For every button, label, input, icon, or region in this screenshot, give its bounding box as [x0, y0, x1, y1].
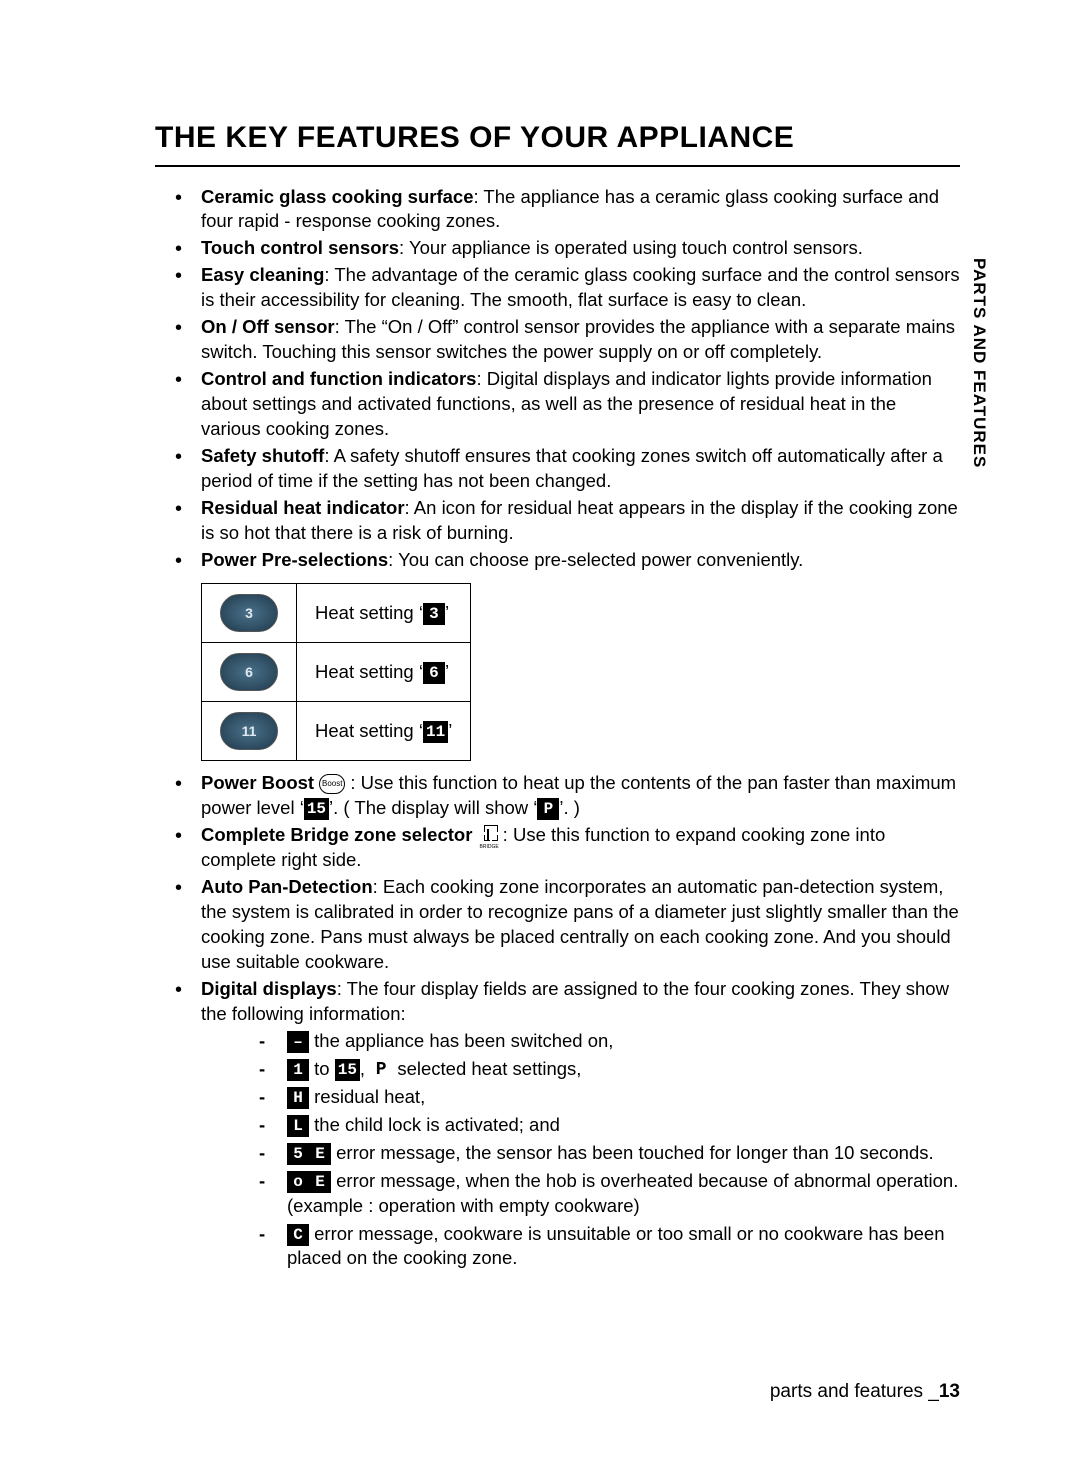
list-item: L the child lock is activated; and — [259, 1113, 960, 1138]
feature-item: Easy cleaning: The advantage of the cera… — [175, 263, 960, 313]
list-item: H residual heat, — [259, 1085, 960, 1110]
feature-item: Power Pre-selections: You can choose pre… — [175, 548, 960, 761]
segment-icon: H — [287, 1087, 309, 1109]
page-title: THE KEY FEATURES OF YOUR APPLIANCE — [155, 118, 960, 167]
preset-button-icon: 11 — [220, 712, 278, 750]
feature-item: On / Off sensor: The “On / Off” control … — [175, 315, 960, 365]
page-footer: parts and features _13 — [770, 1379, 960, 1405]
segment-icon: 15 — [304, 798, 329, 820]
page-number: 13 — [939, 1381, 960, 1402]
segment-icon: – — [287, 1031, 309, 1053]
display-info-list: – the appliance has been switched on, 1 … — [201, 1029, 960, 1272]
feature-item: Control and function indicators: Digital… — [175, 367, 960, 442]
heat-setting-table: 3 Heat setting ‘3’ 6 Heat setting ‘6’ 11… — [201, 583, 471, 761]
feature-label: Easy cleaning — [201, 264, 324, 285]
feature-item: Power Boost Boost : Use this function to… — [175, 771, 960, 821]
footer-section: parts and features _ — [770, 1381, 939, 1402]
table-cell: Heat setting ‘3’ — [297, 584, 471, 643]
section-tab: PARTS AND FEATURES — [967, 258, 990, 468]
feature-label: Residual heat indicator — [201, 497, 405, 518]
bridge-icon: BRIDGE — [478, 825, 498, 847]
feature-text: ’. ( The display will show ‘ — [329, 797, 537, 818]
feature-item: Touch control sensors: Your appliance is… — [175, 236, 960, 261]
feature-label: Power Pre-selections — [201, 549, 388, 570]
feature-item: Complete Bridge zone selector BRIDGE : U… — [175, 823, 960, 873]
segment-icon: 1 — [287, 1059, 309, 1081]
table-row: 11 Heat setting ‘11’ — [202, 702, 471, 761]
feature-label: On / Off sensor — [201, 316, 335, 337]
list-item: oE error message, when the hob is overhe… — [259, 1169, 960, 1219]
feature-label: Safety shutoff — [201, 445, 324, 466]
feature-item: Safety shutoff: A safety shutoff ensures… — [175, 444, 960, 494]
segment-icon: P — [537, 798, 559, 820]
segment-icon: E — [309, 1171, 331, 1193]
feature-label: Control and function indicators — [201, 368, 476, 389]
feature-text: ’. ) — [559, 797, 580, 818]
feature-label: Complete Bridge zone selector — [201, 824, 472, 845]
feature-label: Ceramic glass cooking surface — [201, 186, 473, 207]
feature-text: : You can choose pre-selected power conv… — [388, 549, 803, 570]
feature-label: Power Boost — [201, 772, 314, 793]
feature-label: Digital displays — [201, 978, 337, 999]
segment-icon: 11 — [423, 721, 448, 743]
preset-button-icon: 3 — [220, 594, 278, 632]
feature-item: Residual heat indicator: An icon for res… — [175, 496, 960, 546]
preset-button-icon: 6 — [220, 653, 278, 691]
list-item: 5E error message, the sensor has been to… — [259, 1141, 960, 1166]
list-item: – the appliance has been switched on, — [259, 1029, 960, 1054]
segment-icon: P — [370, 1059, 392, 1081]
segment-icon: C — [287, 1224, 309, 1246]
segment-icon: o — [287, 1171, 309, 1193]
table-cell: Heat setting ‘6’ — [297, 643, 471, 702]
feature-item: Auto Pan-Detection: Each cooking zone in… — [175, 875, 960, 975]
segment-icon: 3 — [423, 603, 445, 625]
feature-list: Ceramic glass cooking surface: The appli… — [155, 185, 960, 1272]
boost-icon: Boost — [319, 774, 345, 794]
table-row: 3 Heat setting ‘3’ — [202, 584, 471, 643]
list-item: C error message, cookware is unsuitable … — [259, 1222, 960, 1272]
table-row: 6 Heat setting ‘6’ — [202, 643, 471, 702]
table-cell: Heat setting ‘11’ — [297, 702, 471, 761]
feature-text: : Your appliance is operated using touch… — [399, 237, 863, 258]
list-item: 1 to 15, P selected heat settings, — [259, 1057, 960, 1082]
segment-icon: 6 — [423, 662, 445, 684]
segment-icon: 5 — [287, 1143, 309, 1165]
feature-item: Ceramic glass cooking surface: The appli… — [175, 185, 960, 235]
segment-icon: E — [309, 1143, 331, 1165]
feature-item: Digital displays: The four display field… — [175, 977, 960, 1272]
segment-icon: L — [287, 1115, 309, 1137]
feature-label: Touch control sensors — [201, 237, 399, 258]
segment-icon: 15 — [335, 1059, 360, 1081]
feature-label: Auto Pan-Detection — [201, 876, 373, 897]
